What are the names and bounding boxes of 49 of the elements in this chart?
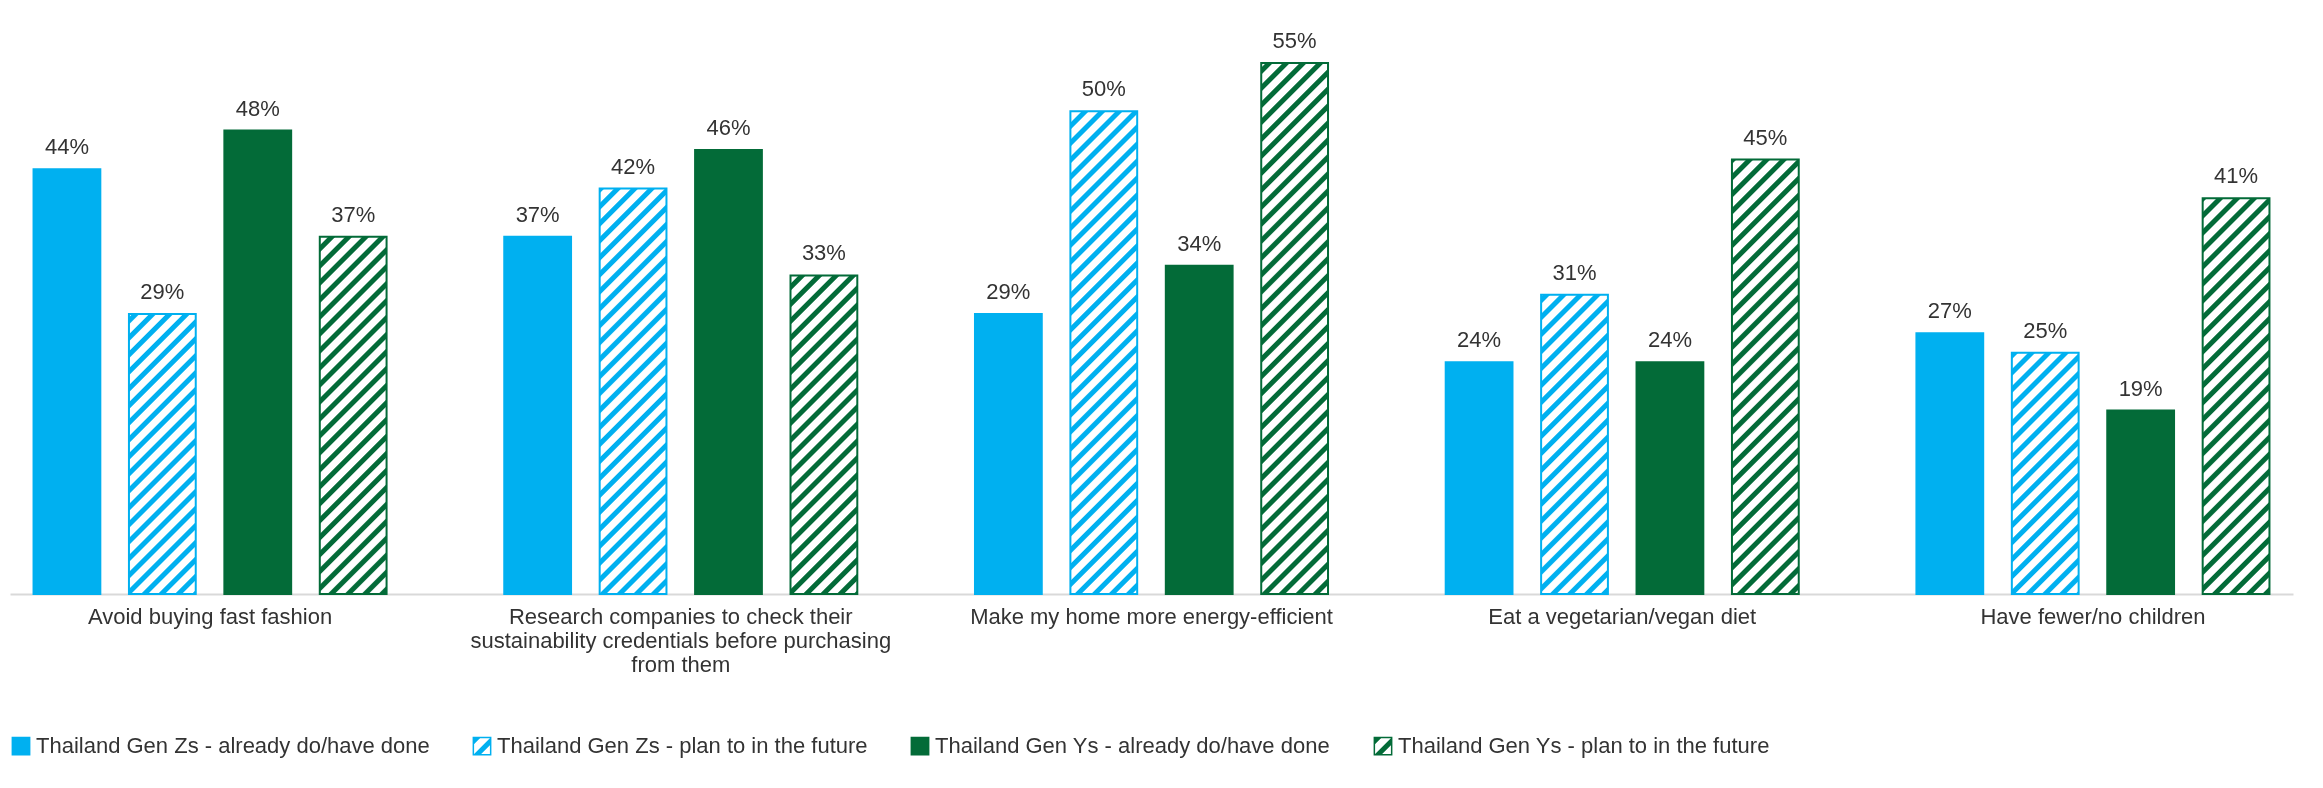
data-label: 41%: [2214, 163, 2259, 189]
bar: [1260, 62, 1330, 595]
x-tick-label: Eat a vegetarian/vegan diet: [1488, 603, 1757, 629]
legend-label: Thailand Gen Zs - plan to in the future: [497, 733, 868, 759]
data-label: 37%: [515, 201, 560, 227]
data-label: 48%: [235, 95, 280, 121]
legend-label: Thailand Gen Zs - already do/have done: [36, 733, 430, 759]
bar: [1635, 361, 1705, 595]
bar: [127, 313, 197, 595]
bar: [789, 274, 859, 595]
bar: [973, 313, 1043, 595]
bar: [223, 129, 293, 595]
bar: [503, 235, 573, 595]
data-label: 55%: [1272, 28, 1317, 53]
data-label: 34%: [1177, 230, 1222, 256]
bar: [2201, 197, 2271, 595]
bar: [598, 187, 668, 595]
data-label: 29%: [986, 279, 1031, 305]
x-tick-label: Avoid buying fast fashion: [87, 603, 333, 629]
data-label: 27%: [1927, 298, 1972, 324]
bar: [2106, 409, 2176, 595]
bar: [1915, 332, 1985, 595]
bar: [2010, 351, 2080, 595]
data-label: 24%: [1457, 327, 1502, 353]
bar: [1540, 293, 1609, 595]
data-label: 25%: [2023, 317, 2068, 343]
x-tick-label: Have fewer/no children: [1980, 603, 2206, 629]
data-label: 45%: [1743, 124, 1788, 150]
data-label: 19%: [2118, 375, 2163, 401]
bar: [1069, 110, 1139, 595]
data-label: 29%: [140, 279, 185, 305]
data-label: 42%: [611, 153, 656, 179]
data-label: 31%: [1552, 259, 1597, 285]
x-tick-label: Research companies to check their sustainability credentials before purchasing from them: [470, 603, 892, 677]
bar: [1730, 158, 1800, 595]
x-tick-label: Make my home more energy-efficient: [970, 603, 1333, 629]
data-label: 50%: [1081, 76, 1126, 102]
data-label: 24%: [1647, 327, 1692, 353]
bar: [694, 148, 763, 595]
legend-label: Thailand Gen Ys - plan to in the future: [1398, 733, 1770, 759]
bar: [1444, 361, 1514, 595]
bar: [318, 235, 388, 595]
data-label: 46%: [706, 114, 751, 140]
bar: [1164, 264, 1234, 595]
bar: [32, 168, 102, 595]
data-label: 33%: [801, 240, 846, 266]
legend-label: Thailand Gen Ys - already do/have done: [935, 733, 1330, 759]
data-label: 44%: [44, 134, 89, 160]
data-label: 37%: [331, 201, 376, 227]
